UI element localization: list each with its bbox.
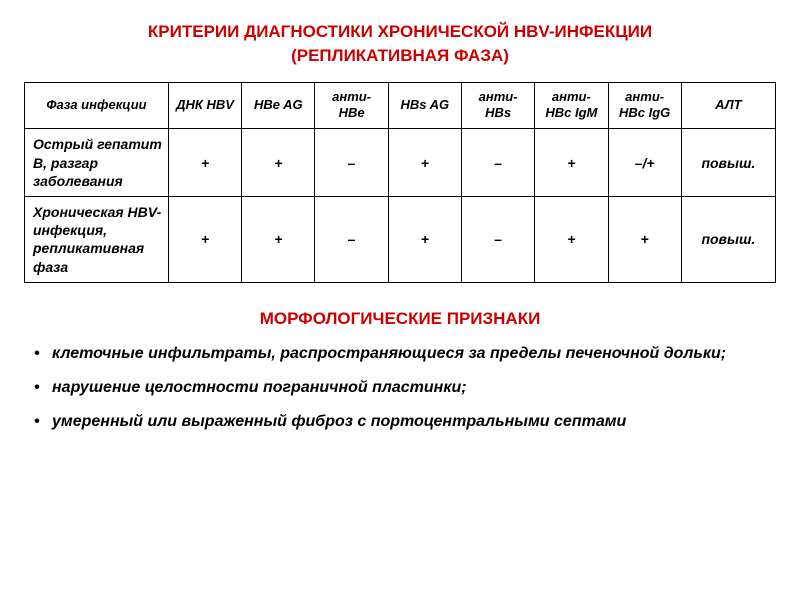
cell: –/+ — [608, 129, 681, 197]
col-hbs-ag: HBs AG — [388, 82, 461, 129]
cell: + — [168, 129, 241, 197]
cell: + — [388, 196, 461, 282]
section-title: МОРФОЛОГИЧЕСКИЕ ПРИЗНАКИ — [24, 309, 776, 329]
bullet-item: клеточные инфильтраты, распространяющиес… — [34, 343, 776, 365]
cell: – — [315, 196, 388, 282]
col-dnk-hbv: ДНК HBV — [168, 82, 241, 129]
diagnostic-table: Фаза инфекции ДНК HBV HBe AG анти-HBe HB… — [24, 82, 776, 283]
cell: + — [242, 129, 315, 197]
cell: – — [461, 129, 534, 197]
cell: – — [461, 196, 534, 282]
cell: + — [388, 129, 461, 197]
title-line1: КРИТЕРИИ ДИАГНОСТИКИ ХРОНИЧЕСКОЙ HBV-ИНФ… — [148, 22, 652, 41]
cell: – — [315, 129, 388, 197]
main-title: КРИТЕРИИ ДИАГНОСТИКИ ХРОНИЧЕСКОЙ HBV-ИНФ… — [24, 20, 776, 68]
bullet-item: умеренный или выраженный фиброз с портоц… — [34, 411, 776, 433]
table-row: Хроническая HBV-инфекция, репликативная … — [25, 196, 776, 282]
cell: повыш. — [681, 129, 775, 197]
bullet-item: нарушение целостности пограничной пласти… — [34, 377, 776, 399]
bullet-list: клеточные инфильтраты, распространяющиес… — [34, 343, 776, 434]
col-anti-hbs: анти-HBs — [461, 82, 534, 129]
col-alt: АЛТ — [681, 82, 775, 129]
col-anti-hbe: анти-HBe — [315, 82, 388, 129]
col-phase: Фаза инфекции — [25, 82, 169, 129]
col-anti-hbc-igm: анти-HBc IgM — [535, 82, 608, 129]
col-anti-hbc-igg: анти-HBc IgG — [608, 82, 681, 129]
table-row: Острый гепатит В, разгар заболевания + +… — [25, 129, 776, 197]
col-hbe-ag: HBe AG — [242, 82, 315, 129]
row-label: Хроническая HBV-инфекция, репликативная … — [25, 196, 169, 282]
cell: + — [608, 196, 681, 282]
row-label: Острый гепатит В, разгар заболевания — [25, 129, 169, 197]
cell: + — [242, 196, 315, 282]
cell: + — [535, 129, 608, 197]
cell: + — [535, 196, 608, 282]
cell: повыш. — [681, 196, 775, 282]
title-line2: (РЕПЛИКАТИВНАЯ ФАЗА) — [291, 46, 509, 65]
cell: + — [168, 196, 241, 282]
table-header-row: Фаза инфекции ДНК HBV HBe AG анти-HBe HB… — [25, 82, 776, 129]
